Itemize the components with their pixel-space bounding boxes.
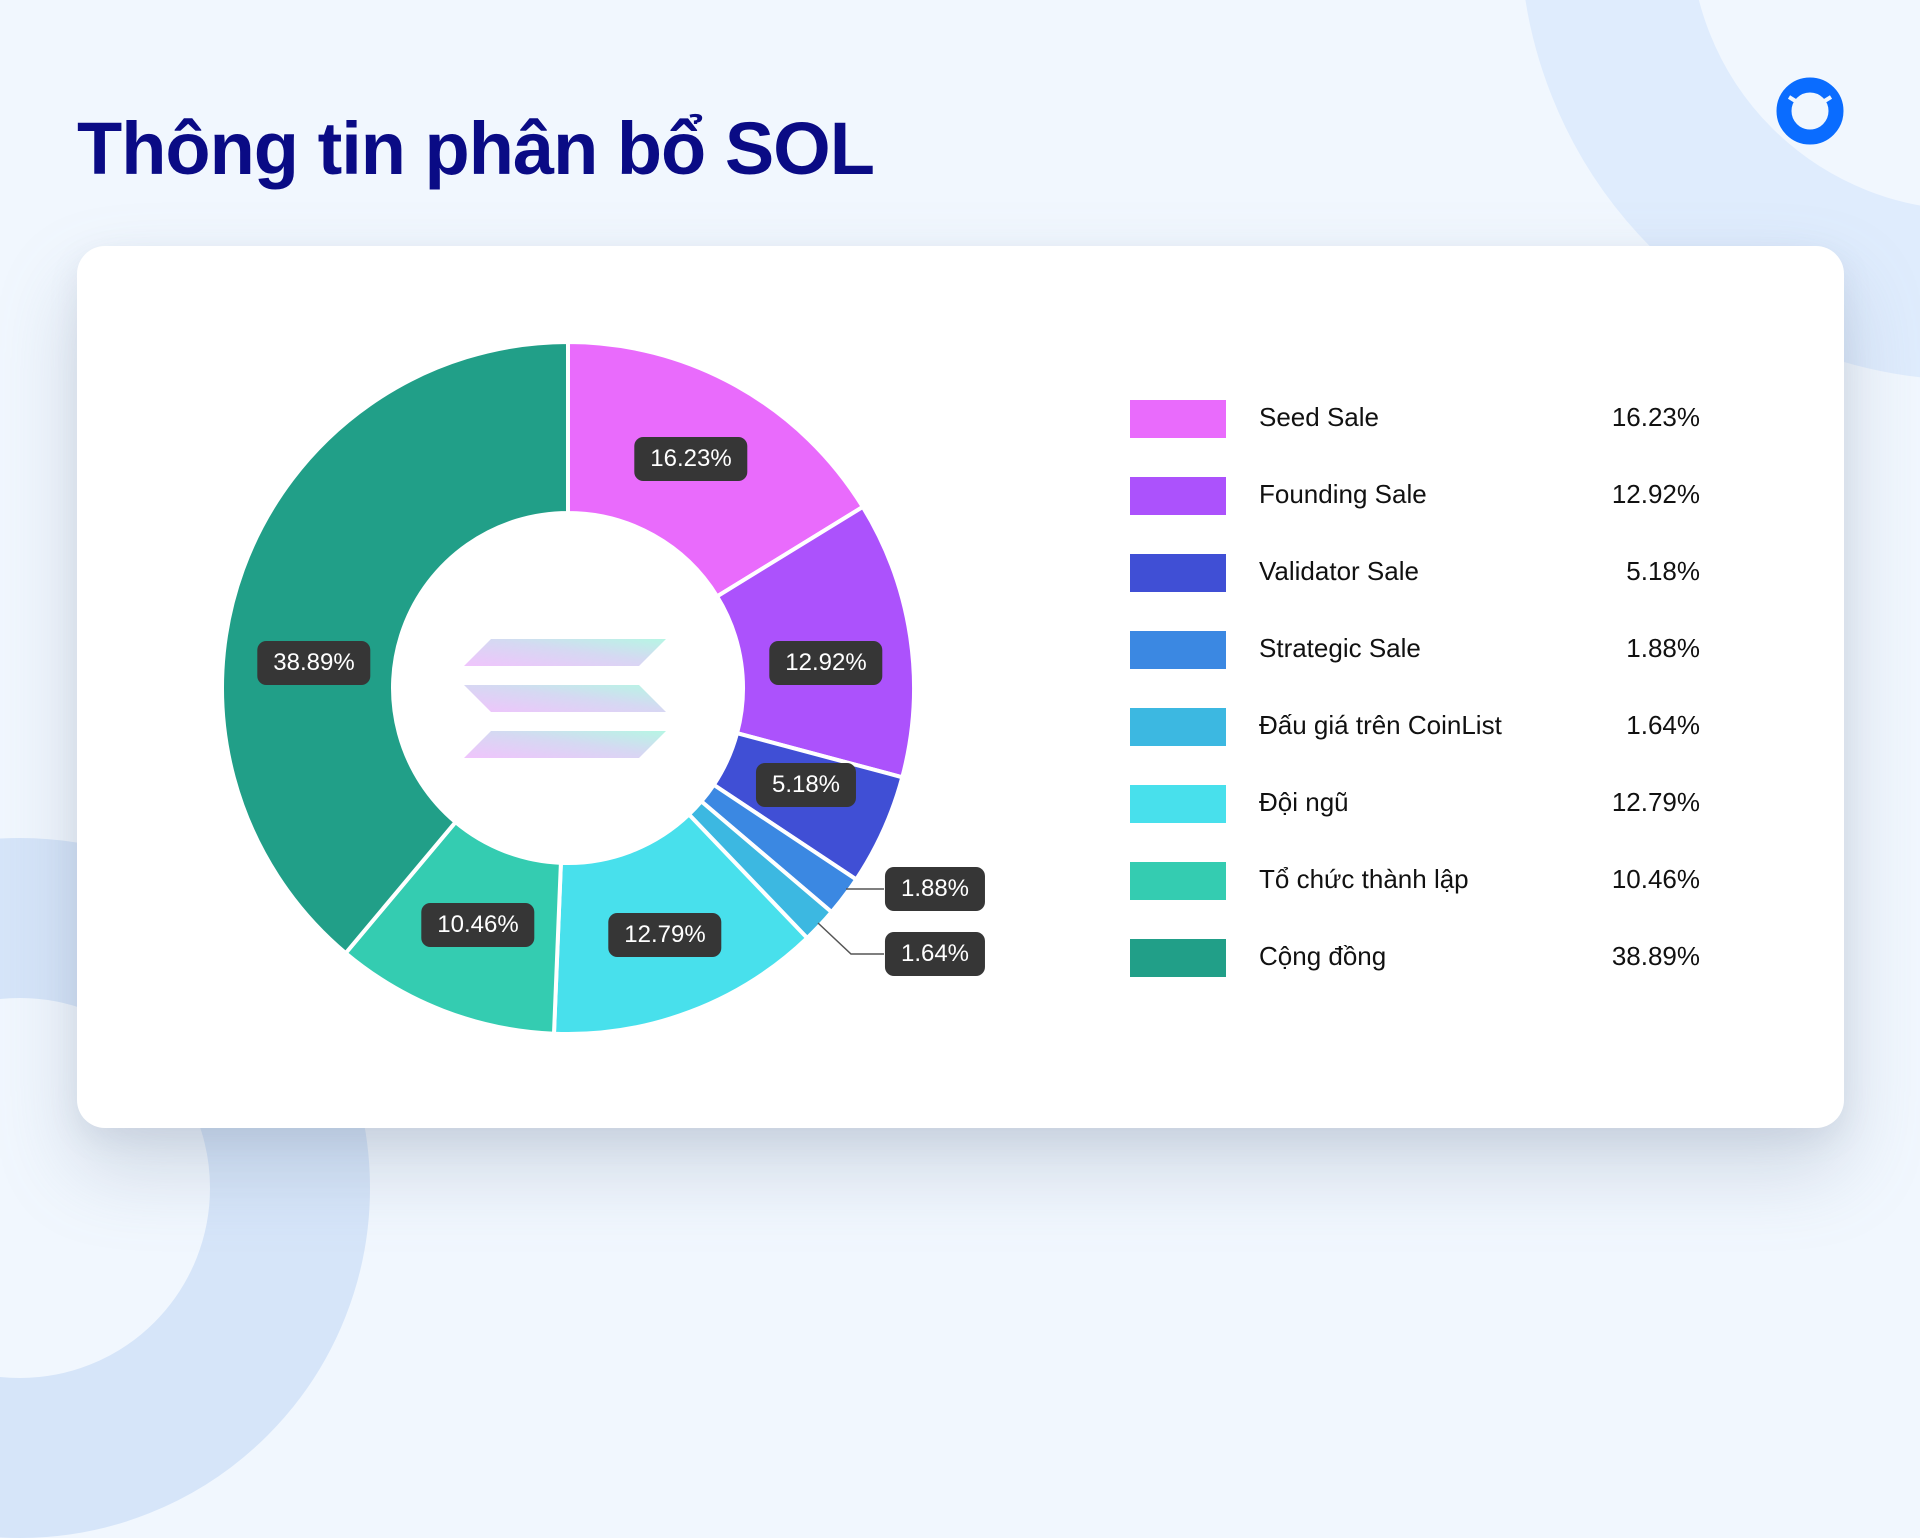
legend-label: Đội ngũ — [1259, 787, 1349, 817]
legend-label: Cộng đồng — [1259, 941, 1387, 971]
legend-value: 5.18% — [1626, 556, 1700, 586]
legend-value: 12.79% — [1611, 787, 1700, 817]
legend-item-foundation: Tổ chức thành lập 10.46% — [1130, 861, 1700, 938]
slice-label-community: 38.89% — [257, 641, 371, 685]
legend-label: Strategic Sale — [1259, 633, 1421, 663]
legend-swatch — [1130, 862, 1226, 900]
chart-legend: Seed Sale 16.23% Founding Sale 12.92% Va… — [1130, 399, 1700, 1015]
legend-value: 38.89% — [1611, 941, 1700, 971]
legend-swatch — [1130, 631, 1226, 669]
legend-item-coinlist-auction: Đấu giá trên CoinList 1.64% — [1130, 707, 1700, 784]
slice-label-seed-sale: 16.23% — [634, 437, 748, 481]
brand-ring-logo-icon — [1776, 77, 1844, 145]
slice-label-strategic-sale: 1.88% — [884, 867, 986, 911]
legend-value: 16.23% — [1611, 402, 1700, 432]
legend-swatch — [1130, 939, 1226, 977]
legend-item-community: Cộng đồng 38.89% — [1130, 938, 1700, 1015]
legend-value: 1.88% — [1626, 633, 1700, 663]
slice-label-validator-sale: 5.18% — [755, 763, 857, 807]
legend-item-strategic-sale: Strategic Sale 1.88% — [1130, 630, 1700, 707]
legend-swatch — [1130, 477, 1226, 515]
legend-label: Validator Sale — [1259, 556, 1419, 586]
legend-item-seed-sale: Seed Sale 16.23% — [1130, 399, 1700, 476]
donut-chart — [220, 339, 916, 1036]
legend-label: Đấu giá trên CoinList — [1259, 710, 1502, 740]
slice-label-foundation: 10.46% — [421, 903, 535, 947]
legend-value: 10.46% — [1611, 864, 1700, 894]
legend-label: Seed Sale — [1259, 402, 1379, 432]
legend-swatch — [1130, 400, 1226, 438]
legend-label: Tổ chức thành lập — [1259, 864, 1469, 894]
leader-line-coinlist — [817, 922, 884, 955]
legend-value: 12.92% — [1611, 479, 1700, 509]
legend-swatch — [1130, 785, 1226, 823]
legend-item-validator-sale: Validator Sale 5.18% — [1130, 553, 1700, 630]
solana-logo-icon — [464, 639, 666, 758]
legend-label: Founding Sale — [1259, 479, 1427, 509]
slice-label-coinlist: 1.64% — [884, 932, 986, 976]
slice-label-team: 12.79% — [608, 913, 722, 957]
legend-value: 1.64% — [1626, 710, 1700, 740]
slice-label-founding-sale: 12.92% — [769, 641, 883, 685]
donut-slice — [220, 339, 570, 956]
leader-lines — [817, 888, 884, 955]
legend-item-founding-sale: Founding Sale 12.92% — [1130, 476, 1700, 553]
page-title: Thông tin phân bổ SOL — [77, 107, 875, 190]
legend-swatch — [1130, 554, 1226, 592]
legend-item-team: Đội ngũ 12.79% — [1130, 784, 1700, 861]
chart-card: 16.23% 12.92% 5.18% 1.88% 1.64% 12.79% 1… — [77, 246, 1844, 1128]
legend-swatch — [1130, 708, 1226, 746]
